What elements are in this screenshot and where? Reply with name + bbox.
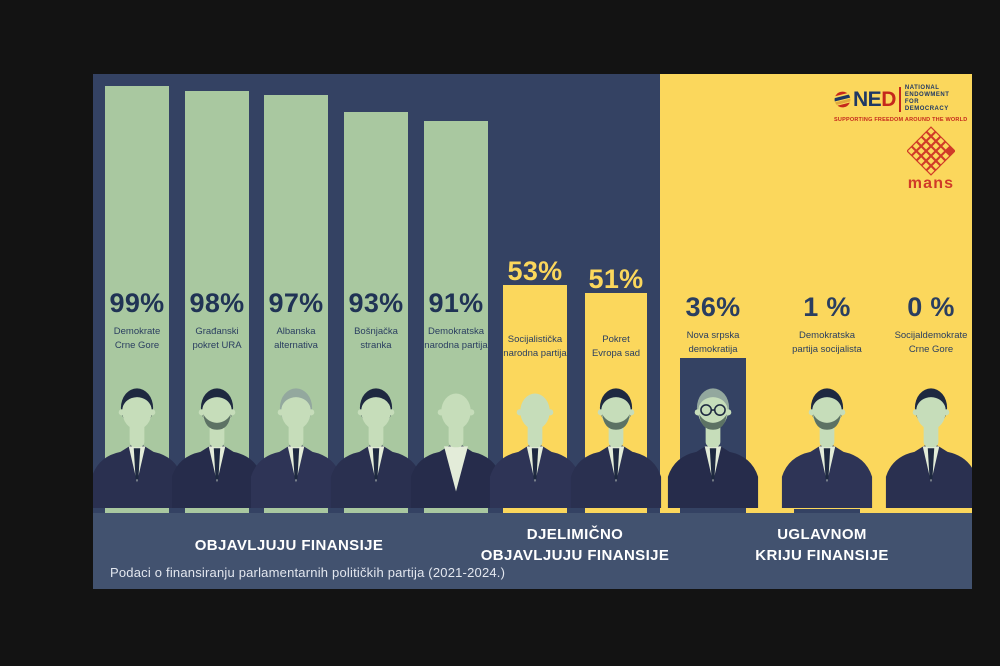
caption: Podaci o finansiranju parlamentarnih pol… <box>110 565 506 580</box>
bar <box>794 509 860 513</box>
mans-wordmark: mans <box>907 175 955 192</box>
value-label: 51% <box>588 264 644 294</box>
politician-portrait <box>667 370 759 513</box>
ned-logo-row: NED NATIONAL ENDOWMENT FOR DEMOCRACY <box>834 85 962 113</box>
party-name: Nova srpska demokratija <box>686 330 740 356</box>
party-name: Socijaldemokrate Crne Gore <box>894 330 968 356</box>
politician-portrait <box>885 370 972 513</box>
value-label: 91% <box>428 288 484 318</box>
politician-portrait <box>330 370 422 513</box>
value-label: 99% <box>109 288 165 318</box>
ned-title-line: DEMOCRACY <box>904 106 949 113</box>
mans-logo: mans <box>903 126 959 192</box>
value-label: 0 % <box>907 292 955 322</box>
value-label: 1 % <box>803 292 851 322</box>
politician-portrait <box>570 370 662 513</box>
party-name: Socijalistička narodna partija <box>503 334 567 360</box>
party-name: Bošnjačka stranka <box>354 326 398 352</box>
party-finance-infographic: 99% Demokrate Crne Gore 98% Građanski pokret … <box>93 74 972 589</box>
politician-portrait <box>171 370 263 513</box>
party-name: Građanski pokret URA <box>192 326 242 352</box>
politician-portrait <box>489 370 581 513</box>
section-label-hide: UGLAVNOM KRIJU FINANSIJE <box>755 526 889 564</box>
section-label-partial: DJELIMIČNO OBJAVLJUJU FINANSIJE <box>480 526 670 564</box>
ned-title: NATIONAL ENDOWMENT FOR DEMOCRACY <box>905 85 950 113</box>
value-label: 97% <box>268 288 324 318</box>
ned-tagline: SUPPORTING FREEDOM AROUND THE WORLD <box>834 117 968 124</box>
ned-divider <box>898 86 901 112</box>
party-name: Albanska alternativa <box>274 326 318 352</box>
politician-portrait <box>250 370 342 513</box>
politician-portrait <box>781 370 873 513</box>
ned-title-line: ENDOWMENT <box>904 92 950 99</box>
section-label-publish: OBJAVLJUJU FINANSIJE <box>194 536 384 554</box>
party-name: Pokret Evropa sad <box>591 334 641 360</box>
party-name: Demokrate Crne Gore <box>113 326 161 352</box>
party-name: Demokratska narodna partija <box>424 326 488 352</box>
ned-globe-icon <box>834 90 851 108</box>
party-name: Demokratska partija socijalista <box>792 330 862 356</box>
ned-wordmark: NED <box>853 87 896 111</box>
value-label: 93% <box>348 288 404 318</box>
politician-portrait <box>410 370 502 513</box>
politician-portrait <box>93 370 183 513</box>
mans-grid-icon <box>907 126 955 176</box>
value-label: 98% <box>189 288 245 318</box>
ned-title-line: NATIONAL <box>904 85 940 91</box>
ned-title-line: FOR <box>904 99 920 106</box>
value-label: 36% <box>685 292 741 322</box>
footer-band <box>93 513 972 589</box>
value-label: 53% <box>507 256 563 286</box>
ned-logo: NED NATIONAL ENDOWMENT FOR DEMOCRACY SUP… <box>834 85 968 124</box>
